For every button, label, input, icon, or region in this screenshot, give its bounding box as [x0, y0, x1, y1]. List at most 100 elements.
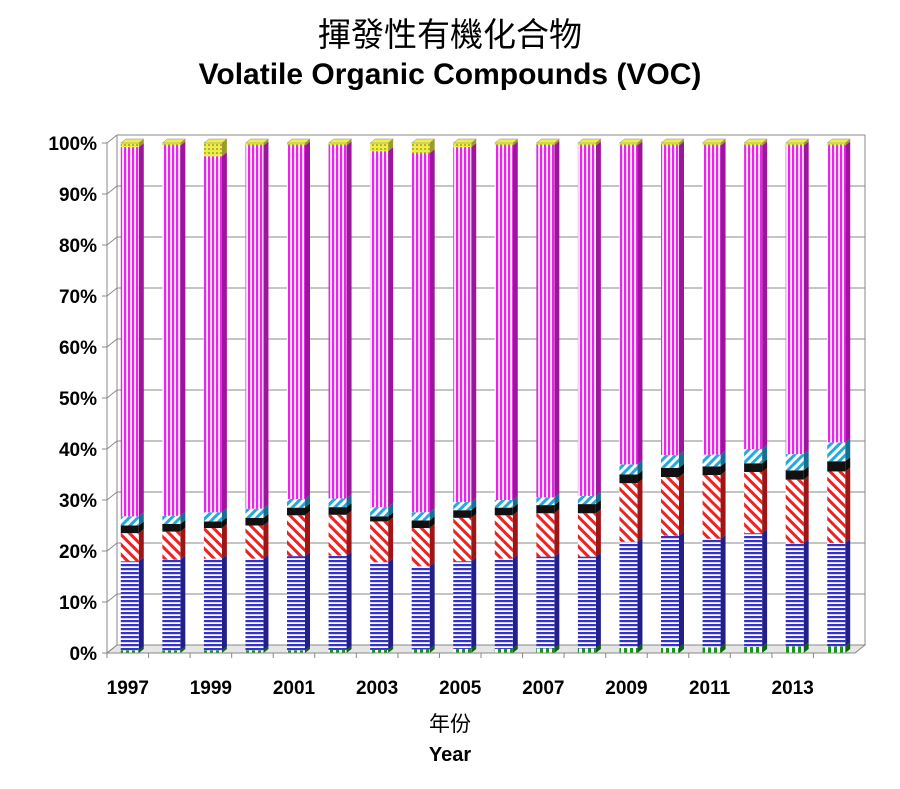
bar-segment-side — [762, 459, 768, 472]
bar-segment — [287, 556, 305, 651]
bar-segment-side — [180, 519, 186, 532]
bar-segment — [619, 474, 638, 484]
bar-segment-side — [637, 139, 643, 146]
bar-1999 — [203, 138, 228, 653]
bar-segment — [536, 497, 555, 506]
bar-segment-side — [762, 141, 768, 450]
y-tick-label: 60% — [59, 338, 97, 359]
bar-segment — [453, 502, 472, 511]
bar-segment — [827, 442, 846, 462]
bar-segment — [785, 454, 804, 471]
bar-segment — [785, 470, 804, 480]
bar-segment-side — [845, 642, 851, 653]
bar-segment — [120, 516, 139, 526]
bar-top-cap — [452, 138, 477, 144]
bar-segment-side — [263, 139, 269, 146]
bar-segment-side — [512, 503, 518, 516]
bar-segment-side — [180, 555, 186, 651]
bar-segment-side — [637, 141, 643, 465]
bar-segment — [328, 514, 347, 556]
bar-segment — [744, 471, 763, 534]
x-tick-label: 2011 — [689, 678, 731, 699]
bar-segment — [203, 156, 222, 513]
bar-segment — [785, 543, 804, 647]
bar-segment-side — [138, 529, 144, 562]
bar-segment — [120, 525, 139, 534]
x-axis-ticks: 1997 1999 2001 2003 2005 2007 2009 2011 2013 — [106, 652, 855, 699]
bar-segment — [162, 650, 181, 653]
bar-segment — [411, 528, 430, 567]
bar-1998 — [161, 138, 187, 653]
bar-segment — [162, 143, 181, 146]
bar-segment — [661, 143, 679, 146]
bar-segment-side — [595, 491, 601, 505]
bar-segment — [577, 513, 596, 557]
bar-2014 — [826, 138, 851, 653]
bar-segment-side — [263, 521, 269, 559]
bar-segment — [328, 555, 347, 650]
bar-segment-side — [221, 646, 227, 653]
chart-subtitle: Volatile Organic Compounds (VOC) — [198, 58, 702, 91]
bar-top-cap — [161, 138, 187, 144]
bar-segment-side — [845, 141, 851, 443]
gridline-slant — [106, 338, 118, 348]
y-tick-label: 10% — [59, 593, 97, 614]
bar-segment — [203, 650, 222, 653]
x-axis-title-en: Year — [428, 744, 472, 766]
bar-segment-side — [845, 438, 851, 462]
bar-segment — [328, 143, 347, 146]
bar-segment — [287, 515, 305, 557]
bar-segment — [494, 143, 513, 146]
bar-segment-side — [346, 645, 352, 653]
bar-segment-side — [512, 644, 518, 653]
bar-segment — [370, 649, 389, 653]
bar-top-cap — [701, 138, 727, 144]
bar-2006 — [494, 138, 519, 653]
bar-segment-side — [595, 509, 601, 557]
y-tick-label: 90% — [59, 185, 97, 206]
bar-2005 — [452, 138, 477, 653]
bar-top-cap — [494, 138, 519, 144]
bar-segment-side — [180, 141, 186, 516]
bar-segment-side — [471, 513, 477, 562]
bar-segment — [453, 648, 472, 653]
bar-segment — [577, 145, 596, 496]
bar-segment-side — [679, 473, 684, 536]
y-tick-label: 50% — [59, 389, 97, 410]
bar-segment-side — [845, 467, 851, 543]
bar-segment — [785, 145, 804, 455]
bar-segment-side — [305, 139, 310, 146]
bar-segment — [203, 512, 222, 522]
gridline-slant — [106, 644, 118, 654]
bar-segment-side — [554, 552, 560, 649]
bar-segment — [827, 461, 846, 472]
bar-segment — [328, 145, 347, 499]
bar-2000 — [244, 138, 270, 653]
bar-segment — [370, 143, 389, 152]
bar-segment-side — [720, 643, 726, 653]
y-tick-label: 40% — [59, 440, 97, 461]
bar-segment-side — [845, 538, 851, 647]
bar-segment-side — [637, 643, 643, 653]
bar-segment — [744, 533, 763, 647]
bar-segment — [328, 507, 347, 515]
bar-segment — [702, 143, 721, 146]
bar-segment-side — [138, 143, 144, 517]
bar-segment — [328, 498, 347, 508]
bar-segment-side — [762, 467, 768, 534]
bar-segment-side — [305, 494, 310, 508]
bar-top-cap — [369, 138, 394, 144]
bar-segment-side — [845, 457, 851, 472]
bar-segment — [370, 521, 389, 563]
bar-segment — [245, 517, 264, 526]
y-tick-label: 20% — [59, 542, 97, 563]
gridline-slant — [106, 593, 118, 603]
bar-segment-side — [429, 645, 435, 653]
bar-segment — [287, 145, 305, 499]
bar-segment — [619, 464, 638, 475]
bars — [120, 138, 851, 653]
gridline-slant — [106, 491, 118, 501]
bar-top-cap — [203, 138, 228, 144]
bar-segment-side — [679, 139, 684, 146]
